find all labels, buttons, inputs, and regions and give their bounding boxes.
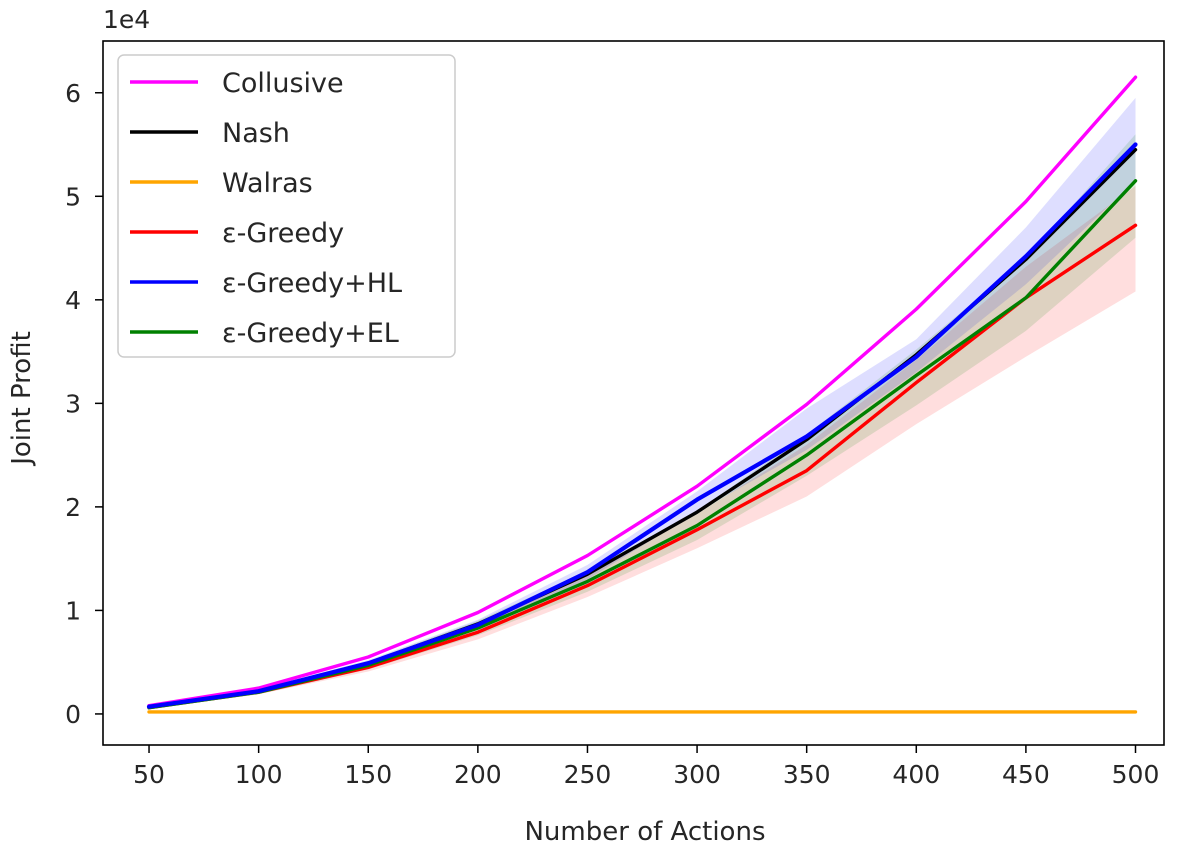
x-axis-label: Number of Actions	[524, 817, 765, 847]
y-tick-label: 6	[65, 79, 81, 108]
legend: Collusive Nash Walras ε-Greedy ε-Greedy+HL ε-…	[117, 54, 456, 358]
x-axis-ticks: 50 100 150 200 250 300 350 400 450 500	[133, 745, 1159, 789]
axes-frame	[102, 40, 1165, 746]
legend-label-epsilon-greedy-plus-hl: ε-Greedy+HL	[222, 268, 402, 299]
y-tick-label: 4	[65, 286, 81, 315]
x-tick-label: 250	[564, 760, 612, 789]
x-tick-label: 150	[344, 760, 392, 789]
x-tick-label: 200	[454, 760, 502, 789]
y-tick-label: 1	[65, 596, 81, 625]
y-axis-label: Joint Profit	[7, 331, 37, 467]
x-tick-label: 350	[783, 760, 831, 789]
legend-label-nash: Nash	[222, 118, 290, 149]
series-lines	[146, 75, 1138, 714]
x-tick-label: 400	[892, 760, 940, 789]
y-tick-label: 2	[65, 493, 81, 522]
x-tick-label: 100	[235, 760, 283, 789]
x-tick-label: 50	[133, 760, 165, 789]
x-tick-label: 300	[673, 760, 721, 789]
x-tick-label: 450	[1002, 760, 1050, 789]
legend-label-epsilon-greedy: ε-Greedy	[222, 218, 344, 249]
line-epsilon-greedy-plus-hl	[146, 142, 1138, 709]
legend-box	[117, 54, 456, 358]
legend-label-walras: Walras	[222, 168, 313, 199]
y-tick-label: 0	[65, 700, 81, 729]
legend-label-epsilon-greedy-plus-el: ε-Greedy+EL	[222, 318, 399, 349]
x-tick-label: 500	[1112, 760, 1160, 789]
y-tick-label: 5	[65, 182, 81, 211]
y-exponent-label: 1e4	[103, 5, 150, 34]
legend-label-collusive: Collusive	[222, 68, 344, 99]
y-axis-ticks: 0 1 2 3 4 5 6	[65, 79, 103, 729]
line-collusive	[147, 75, 1138, 708]
y-tick-label: 3	[65, 389, 81, 418]
